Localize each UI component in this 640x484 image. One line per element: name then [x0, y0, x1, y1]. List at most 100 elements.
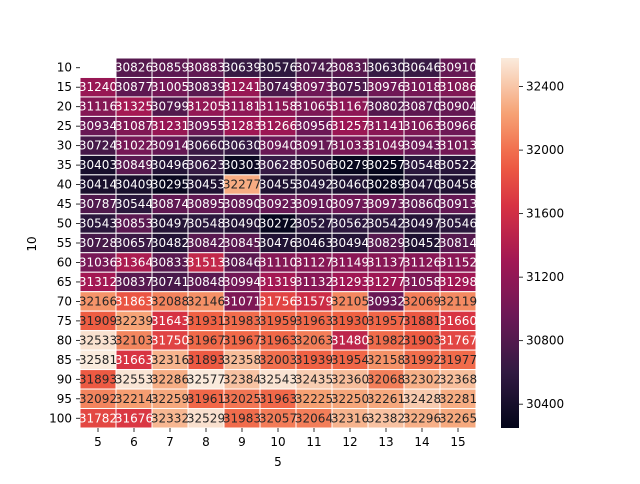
- cell-label: 32092: [79, 392, 117, 406]
- y-tick-label: 95: [57, 392, 72, 406]
- x-axis-label: 5: [274, 455, 282, 469]
- cell-label: 31018: [403, 80, 441, 94]
- cell-label: 31283: [223, 119, 261, 133]
- cell-label: 32259: [151, 392, 189, 406]
- cell-label: 30833: [151, 255, 189, 269]
- cell-label: 30414: [79, 178, 117, 192]
- cell-label: 32360: [331, 372, 369, 386]
- cell-label: 32063: [295, 333, 333, 347]
- cell-label: 31513: [187, 255, 225, 269]
- cell-label: 31983: [223, 411, 261, 425]
- cell-label: 31643: [151, 314, 189, 328]
- cell-label: 32057: [259, 411, 297, 425]
- y-tick-label: 100: [49, 411, 72, 425]
- cell-label: 31967: [187, 333, 225, 347]
- cell-label: 31480: [331, 333, 369, 347]
- y-tick-label: 45: [57, 197, 72, 211]
- cell-label: 30630: [367, 61, 405, 75]
- x-tick-label: 5: [94, 435, 102, 449]
- cell-label: 31579: [295, 294, 333, 308]
- cell-label: 31149: [331, 255, 369, 269]
- cell-label: 31058: [403, 275, 441, 289]
- cell-label: 30295: [151, 178, 189, 192]
- y-tick-label: 70: [57, 294, 72, 308]
- cell-label: 30546: [439, 217, 477, 231]
- cell-label: 30453: [187, 178, 225, 192]
- cell-label: 30966: [439, 119, 477, 133]
- x-tick-label: 8: [202, 435, 210, 449]
- cell-label: 31132: [295, 275, 333, 289]
- cell-label: 32064: [295, 411, 333, 425]
- cell-label: 31903: [403, 333, 441, 347]
- cell-label: 30845: [223, 236, 261, 250]
- y-axis-label: 10: [25, 236, 39, 251]
- cell-label: 31963: [259, 392, 297, 406]
- cell-label: 31959: [259, 314, 297, 328]
- x-tick-label: 10: [270, 435, 285, 449]
- cell-label: 31071: [223, 294, 261, 308]
- cell-label: 32088: [151, 294, 189, 308]
- y-tick-label: 10: [57, 61, 72, 75]
- cell-label: 30482: [151, 236, 189, 250]
- cell-label: 32105: [331, 294, 369, 308]
- cell-label: 31676: [115, 411, 153, 425]
- cell-label: 30303: [223, 158, 261, 172]
- cell-label: 30839: [187, 80, 225, 94]
- cell-label: 32533: [79, 333, 117, 347]
- cell-label: 30853: [115, 217, 153, 231]
- x-tick-label: 12: [342, 435, 357, 449]
- cell-label: 31231: [151, 119, 189, 133]
- colorbar-tick-label: 30400: [526, 397, 564, 411]
- cell-label: 32166: [79, 294, 117, 308]
- cell-label: 32302: [403, 372, 441, 386]
- y-tick-label: 80: [57, 333, 72, 347]
- cell-label: 30623: [187, 158, 225, 172]
- cell-label: 30932: [367, 294, 405, 308]
- cell-label: 30403: [79, 158, 117, 172]
- cell-label: 30279: [331, 158, 369, 172]
- cell-label: 31893: [79, 372, 117, 386]
- cell-labels: 3082630859308833063930576307423083130630…: [79, 61, 477, 426]
- y-tick-label: 75: [57, 314, 72, 328]
- cell-label: 31931: [187, 314, 225, 328]
- cell-label: 30562: [331, 217, 369, 231]
- cell-label: 30660: [187, 139, 225, 153]
- cell-label: 30460: [331, 178, 369, 192]
- cell-label: 32250: [331, 392, 369, 406]
- cell-label: 30544: [115, 197, 153, 211]
- y-tick-label: 20: [57, 100, 72, 114]
- cell-label: 31881: [403, 314, 441, 328]
- cell-label: 30494: [331, 236, 369, 250]
- cell-label: 30272: [259, 217, 297, 231]
- cell-label: 31756: [259, 294, 297, 308]
- cell-label: 30904: [439, 100, 477, 114]
- cell-label: 31005: [151, 80, 189, 94]
- cell-label: 31022: [115, 139, 153, 153]
- cell-label: 30492: [295, 178, 333, 192]
- cell-label: 30973: [367, 197, 405, 211]
- cell-label: 32261: [367, 392, 405, 406]
- cell-label: 31065: [295, 100, 333, 114]
- x-tick-label: 15: [450, 435, 465, 449]
- y-tick-label: 50: [57, 217, 72, 231]
- cell-label: 30973: [331, 197, 369, 211]
- cell-label: 30527: [295, 217, 333, 231]
- cell-label: 30542: [367, 217, 405, 231]
- cell-label: 30409: [115, 178, 153, 192]
- cell-label: 31312: [79, 275, 117, 289]
- cell-label: 32265: [439, 411, 477, 425]
- cell-label: 30455: [259, 178, 297, 192]
- cell-label: 32384: [223, 372, 261, 386]
- cell-label: 32158: [367, 353, 405, 367]
- cell-label: 30955: [187, 119, 225, 133]
- cell-label: 30814: [439, 236, 477, 250]
- cell-label: 30548: [403, 158, 441, 172]
- cell-label: 30548: [187, 217, 225, 231]
- x-tick-label: 7: [166, 435, 174, 449]
- cell-label: 31257: [331, 119, 369, 133]
- cell-label: 32146: [187, 294, 225, 308]
- x-tick-label: 11: [306, 435, 321, 449]
- cell-label: 32529: [187, 411, 225, 425]
- cell-label: 32003: [259, 353, 297, 367]
- cell-label: 30463: [295, 236, 333, 250]
